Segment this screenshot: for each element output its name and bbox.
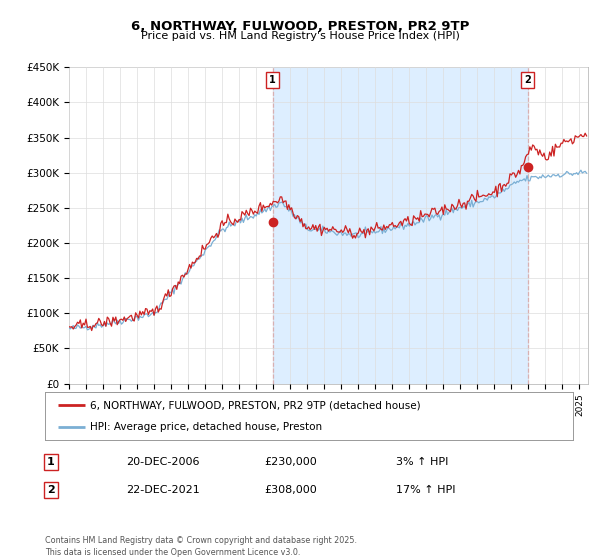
Text: 6, NORTHWAY, FULWOOD, PRESTON, PR2 9TP: 6, NORTHWAY, FULWOOD, PRESTON, PR2 9TP [131, 20, 469, 32]
Text: 1: 1 [269, 75, 276, 85]
Text: HPI: Average price, detached house, Preston: HPI: Average price, detached house, Pres… [90, 422, 322, 432]
Text: 6, NORTHWAY, FULWOOD, PRESTON, PR2 9TP (detached house): 6, NORTHWAY, FULWOOD, PRESTON, PR2 9TP (… [90, 400, 421, 410]
Text: £230,000: £230,000 [264, 457, 317, 467]
Text: Price paid vs. HM Land Registry's House Price Index (HPI): Price paid vs. HM Land Registry's House … [140, 31, 460, 41]
Text: Contains HM Land Registry data © Crown copyright and database right 2025.
This d: Contains HM Land Registry data © Crown c… [45, 536, 357, 557]
Bar [272, 67, 528, 384]
Text: 1: 1 [47, 457, 55, 467]
Text: 22-DEC-2021: 22-DEC-2021 [126, 485, 200, 495]
Text: 2: 2 [47, 485, 55, 495]
Text: 17% ↑ HPI: 17% ↑ HPI [396, 485, 455, 495]
Text: £308,000: £308,000 [264, 485, 317, 495]
Text: 2: 2 [524, 75, 531, 85]
Text: 3% ↑ HPI: 3% ↑ HPI [396, 457, 448, 467]
Text: 20-DEC-2006: 20-DEC-2006 [126, 457, 199, 467]
